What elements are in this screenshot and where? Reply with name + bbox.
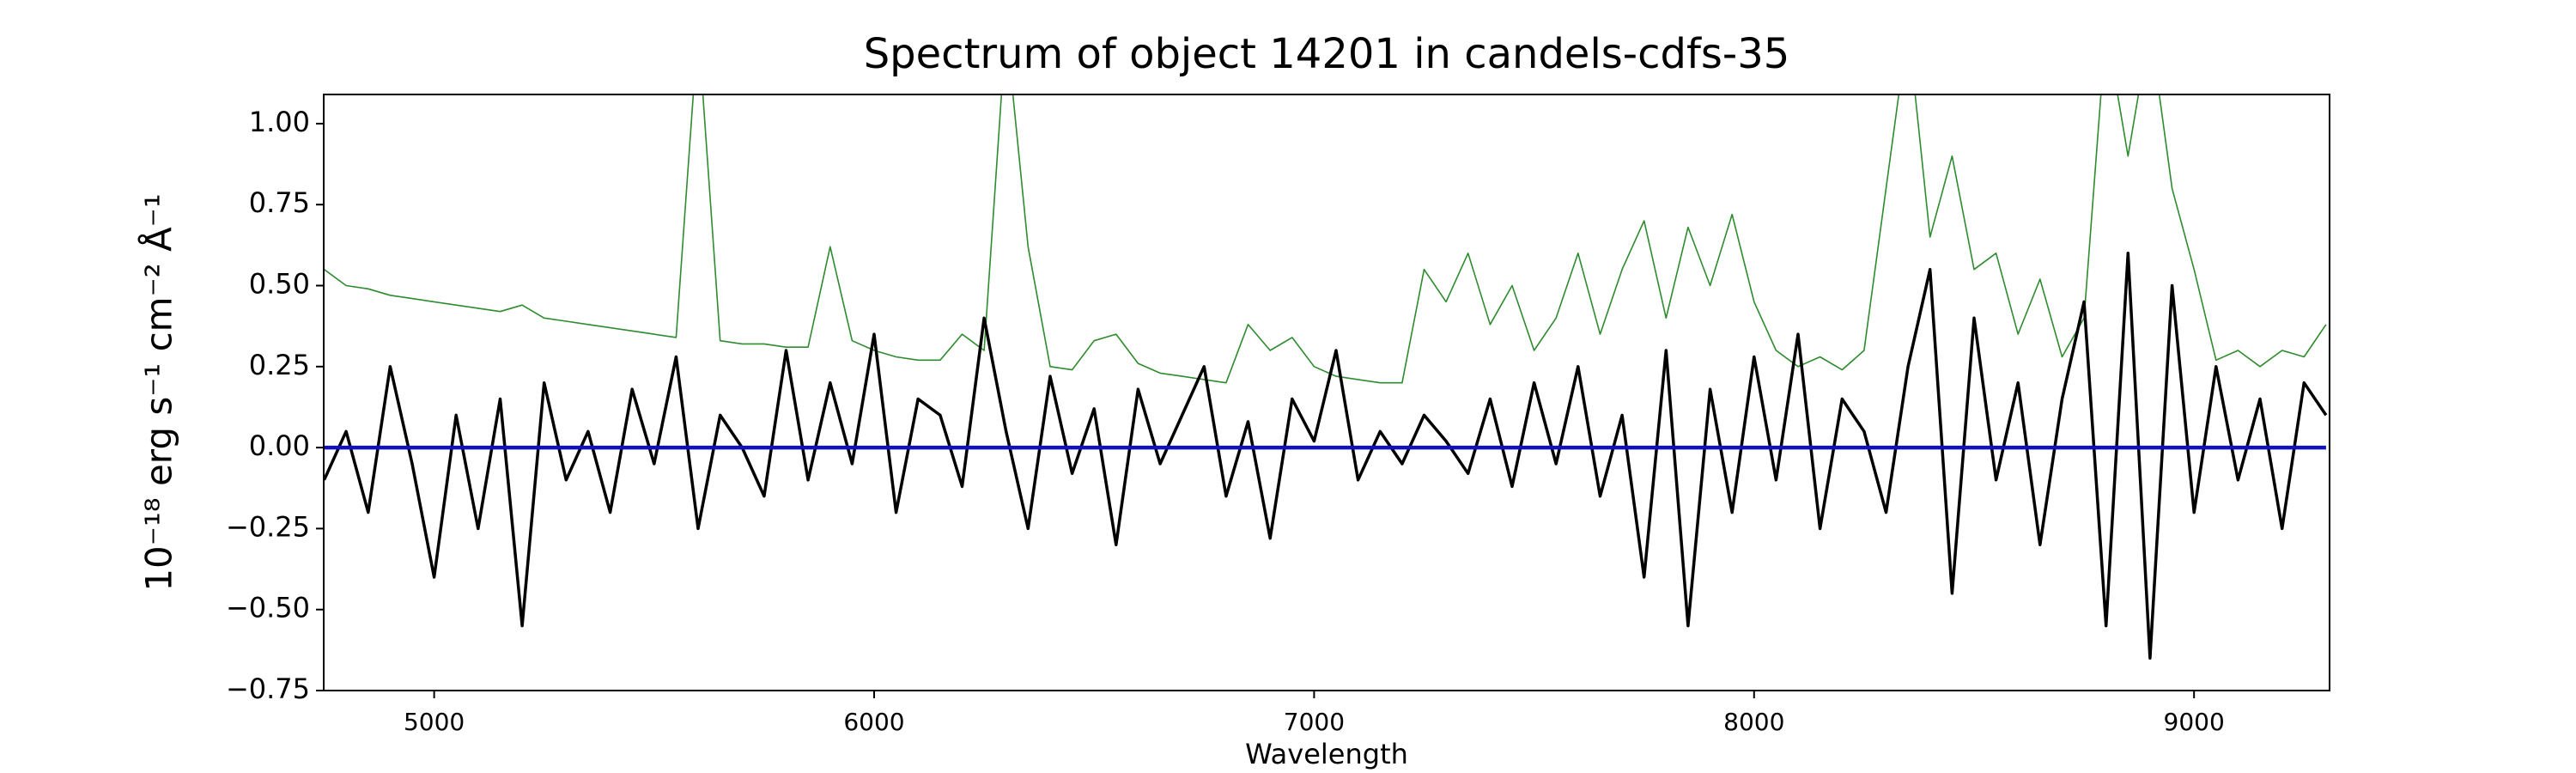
x-tick-label: 8000	[1723, 708, 1784, 736]
x-tick-label: 7000	[1284, 708, 1345, 736]
y-tick-label: 1.00	[249, 106, 310, 138]
x-axis-label: Wavelength	[1245, 738, 1408, 770]
data-line	[324, 94, 2327, 384]
y-tick-label: 0.75	[249, 186, 310, 219]
y-tick-label: 0.00	[249, 429, 310, 462]
y-tick-label: −0.50	[226, 592, 310, 624]
plot-frame	[323, 94, 2330, 691]
chart-title: Spectrum of object 14201 in candels-cdfs…	[864, 30, 1790, 78]
y-tick-label: 0.25	[249, 349, 310, 381]
x-tick-label: 6000	[843, 708, 904, 736]
y-axis-label: 10⁻¹⁸ erg s⁻¹ cm⁻² Å⁻¹	[137, 193, 180, 591]
y-tick-label: −0.25	[226, 510, 310, 543]
y-tick-label: −0.75	[226, 673, 310, 705]
y-tick-label: 0.50	[249, 268, 310, 301]
x-tick-label: 9000	[2164, 708, 2225, 736]
x-tick-label: 5000	[404, 708, 465, 736]
